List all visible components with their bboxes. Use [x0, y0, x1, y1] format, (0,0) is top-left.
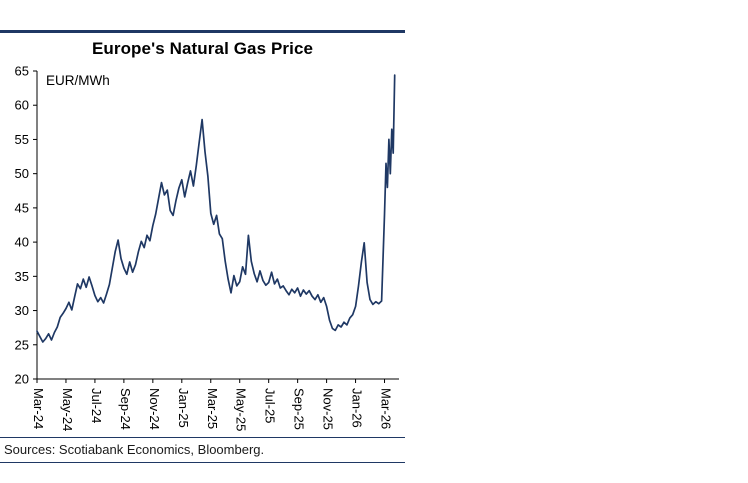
x-tick-label: Jan-25 — [176, 388, 191, 428]
source-divider-top — [0, 437, 405, 438]
y-tick-label: 50 — [15, 166, 29, 181]
y-tick-label: 25 — [15, 337, 29, 352]
x-tick-label: Jul-24 — [89, 388, 104, 423]
x-tick-label: Nov-24 — [147, 388, 162, 430]
y-tick-label: 30 — [15, 303, 29, 318]
y-tick-label: 60 — [15, 98, 29, 113]
y-tick-label: 40 — [15, 235, 29, 250]
source-text: Sources: Scotiabank Economics, Bloomberg… — [4, 442, 265, 457]
y-tick-label: 35 — [15, 269, 29, 284]
x-tick-label: Mar-25 — [205, 388, 220, 429]
y-tick-label: 20 — [15, 372, 29, 387]
price-line — [36, 74, 396, 343]
x-tick-label: May-24 — [60, 388, 75, 431]
y-tick-label: 65 — [15, 64, 29, 79]
x-tick-label: Sep-25 — [292, 388, 307, 430]
x-tick-label: Sep-24 — [118, 388, 133, 430]
x-tick-label: May-25 — [234, 388, 249, 431]
source-divider-bottom — [0, 462, 405, 463]
x-tick-label: Nov-25 — [321, 388, 336, 430]
y-tick-label: 45 — [15, 200, 29, 215]
y-tick-label: 55 — [15, 132, 29, 147]
x-tick-label: Jul-25 — [263, 388, 278, 423]
chart-card: Europe's Natural Gas Price EUR/MWh 20 25 3… — [0, 30, 405, 463]
y-unit-label: EUR/MWh — [46, 73, 110, 88]
chart-title: Europe's Natural Gas Price — [91, 39, 314, 58]
x-tick-label: Mar-24 — [31, 388, 46, 429]
price-chart-svg: EUR/MWh 20 25 30 35 40 45 50 55 60 65 Mar-24 May-24… — [15, 64, 399, 431]
x-tick-label: Mar-26 — [379, 388, 394, 429]
top-rule — [0, 30, 405, 33]
x-tick-label: Jan-26 — [350, 388, 365, 428]
